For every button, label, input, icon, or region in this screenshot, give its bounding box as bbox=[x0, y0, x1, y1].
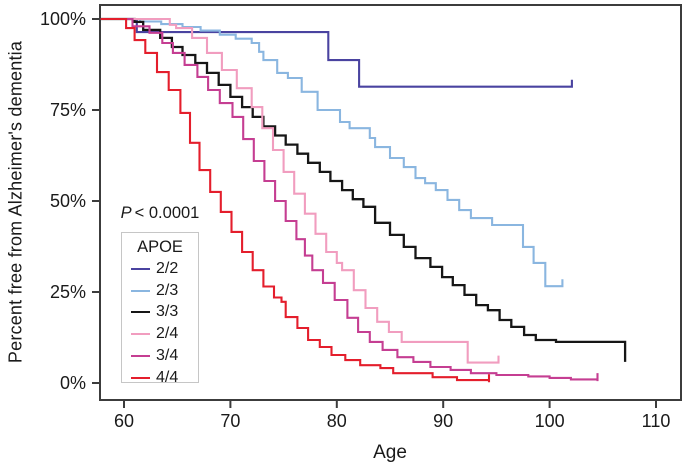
legend-label-2/2: 2/2 bbox=[156, 260, 179, 277]
y-tick-label-100: 100% bbox=[39, 9, 86, 29]
legend-item-3/3: 3/3 bbox=[122, 302, 198, 322]
legend-item-4/4: 4/4 bbox=[122, 368, 198, 388]
legend-swatch-2/2 bbox=[131, 268, 150, 270]
legend-item-2/3: 2/3 bbox=[122, 281, 198, 301]
x-axis-label: Age bbox=[373, 442, 407, 463]
legend-swatch-3/4 bbox=[131, 354, 150, 357]
y-tick-label-25: 25% bbox=[49, 282, 86, 302]
legend-swatch-4/4 bbox=[131, 376, 150, 379]
legend-swatch-3/3 bbox=[131, 311, 150, 314]
legend-item-3/4: 3/4 bbox=[122, 346, 198, 366]
km-curve-2/2 bbox=[100, 17, 573, 88]
legend-item-2/2: 2/2 bbox=[122, 259, 198, 279]
plot-frame bbox=[99, 4, 682, 401]
x-tick-label-90: 90 bbox=[433, 411, 454, 431]
km-curve-3/3 bbox=[100, 17, 627, 362]
legend-label-3/3: 3/3 bbox=[156, 303, 179, 321]
x-tick-label-80: 80 bbox=[326, 411, 347, 431]
p-value: < 0.0001 bbox=[134, 204, 200, 222]
legend-label-2/3: 2/3 bbox=[156, 281, 179, 299]
km-curve-2/4 bbox=[100, 17, 500, 364]
km-curve-2/3 bbox=[100, 17, 564, 288]
legend-label-4/4: 4/4 bbox=[156, 368, 179, 386]
p-value-annotation: P < 0.0001 bbox=[112, 204, 208, 223]
legend-title: APOE bbox=[137, 238, 183, 256]
x-tick-label-110: 110 bbox=[641, 411, 671, 431]
legend-label-3/4: 3/4 bbox=[156, 346, 179, 364]
km-curve-4/4 bbox=[100, 17, 491, 383]
legend-swatch-2/4 bbox=[131, 333, 150, 336]
legend-box: APOE 2/2 2/3 3/3 2/4 3/4 4/4 bbox=[121, 232, 199, 385]
legend-swatch-2/3 bbox=[131, 289, 150, 292]
x-tick-label-100: 100 bbox=[534, 411, 565, 431]
p-symbol: P bbox=[120, 204, 132, 222]
y-tick-label-75: 75% bbox=[49, 100, 86, 120]
x-tick-label-60: 60 bbox=[113, 411, 135, 431]
legend-label-2/4: 2/4 bbox=[156, 325, 179, 343]
km-curve-3/4 bbox=[100, 17, 599, 382]
x-tick-label-70: 70 bbox=[220, 411, 241, 431]
y-tick-label-0: 0% bbox=[59, 373, 86, 393]
legend-item-2/4: 2/4 bbox=[122, 324, 198, 344]
y-tick-label-50: 50% bbox=[49, 191, 86, 211]
